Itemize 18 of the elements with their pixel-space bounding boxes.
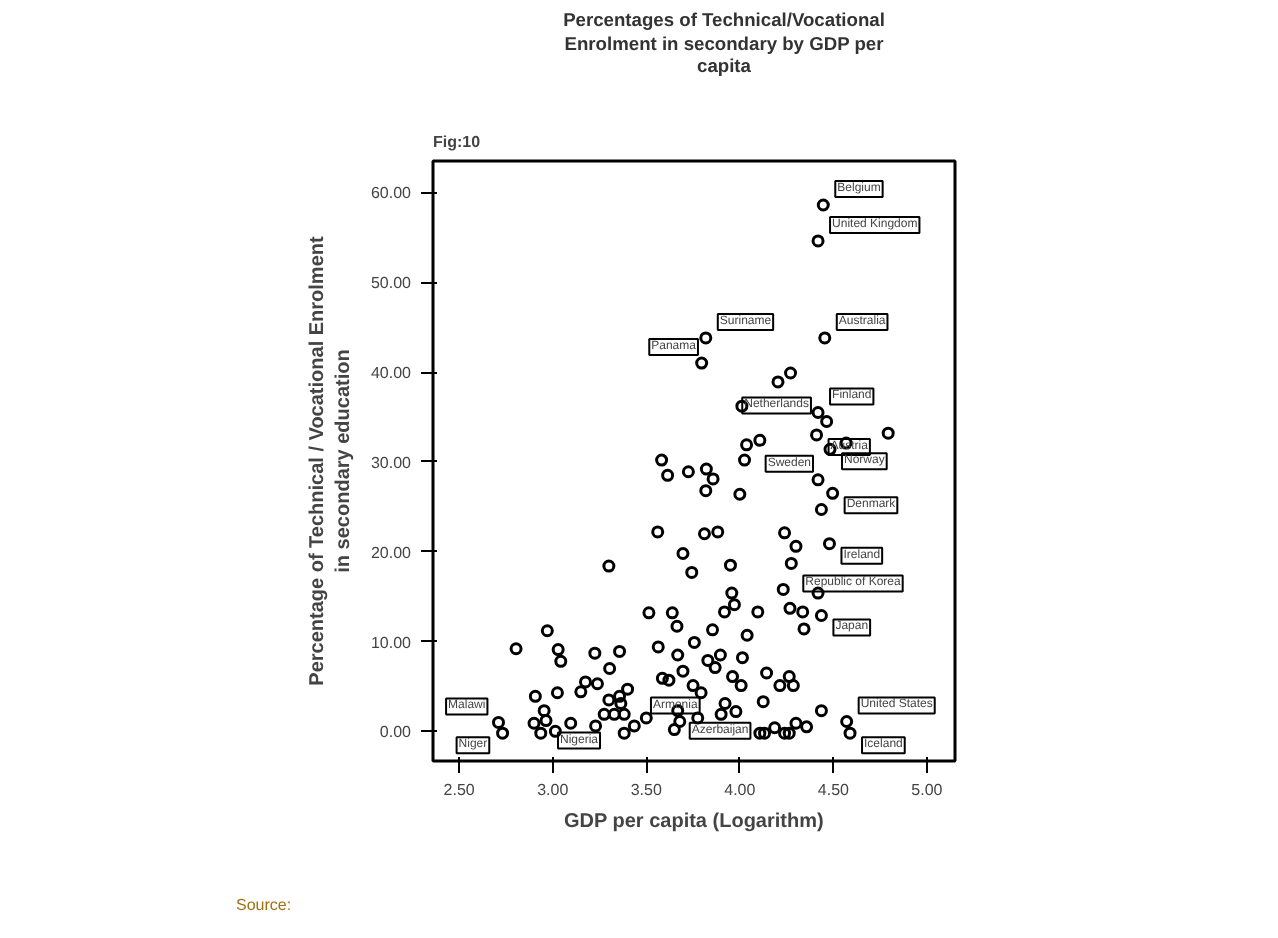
y-tick-label: 0.00 bbox=[379, 723, 413, 742]
y-tick-label: 50.00 bbox=[370, 274, 413, 293]
y-tick-label: 60.00 bbox=[370, 184, 413, 203]
y-tick-label: 20.00 bbox=[370, 543, 413, 562]
text: Fig:10 bbox=[433, 133, 482, 151]
y-axis-title: Percentage of Technical / Vocational Enrolment in secondary education bbox=[306, 234, 355, 686]
x-tick-label: 2.50 bbox=[443, 781, 476, 799]
y-tick-label: 30.00 bbox=[370, 453, 413, 472]
x-tick-label: 3.00 bbox=[537, 781, 570, 799]
y-tick-label: 40.00 bbox=[370, 364, 413, 383]
x-tick-label: 5.00 bbox=[911, 781, 944, 799]
x-tick-label: 3.50 bbox=[630, 781, 663, 799]
x-tick-label: 4.50 bbox=[817, 781, 851, 799]
source-note: Source: bbox=[236, 894, 292, 917]
x-tick-label: 4.00 bbox=[724, 781, 757, 799]
chart-title: Percentages of Technical/Vocational Enrolment in secondary by GDP per capita bbox=[561, 10, 887, 80]
y-tick-label: 10.00 bbox=[370, 633, 413, 652]
x-axis-title: GDP per capita (Logarithm) bbox=[563, 811, 824, 833]
